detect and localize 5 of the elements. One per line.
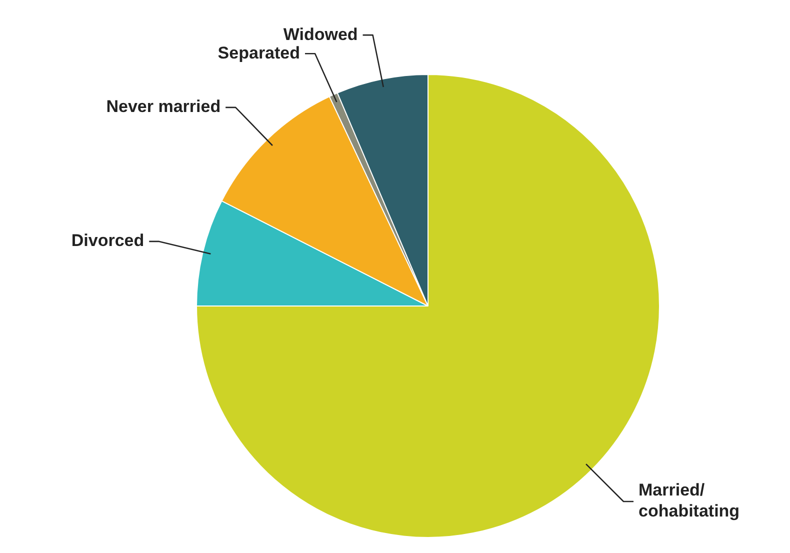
slice-label: Married/cohabitating xyxy=(638,480,740,521)
slice-label: Divorced xyxy=(71,231,144,250)
slice-label: Never married xyxy=(106,97,221,116)
slice-label: Separated xyxy=(218,43,300,62)
slice-label: Widowed xyxy=(283,24,358,44)
